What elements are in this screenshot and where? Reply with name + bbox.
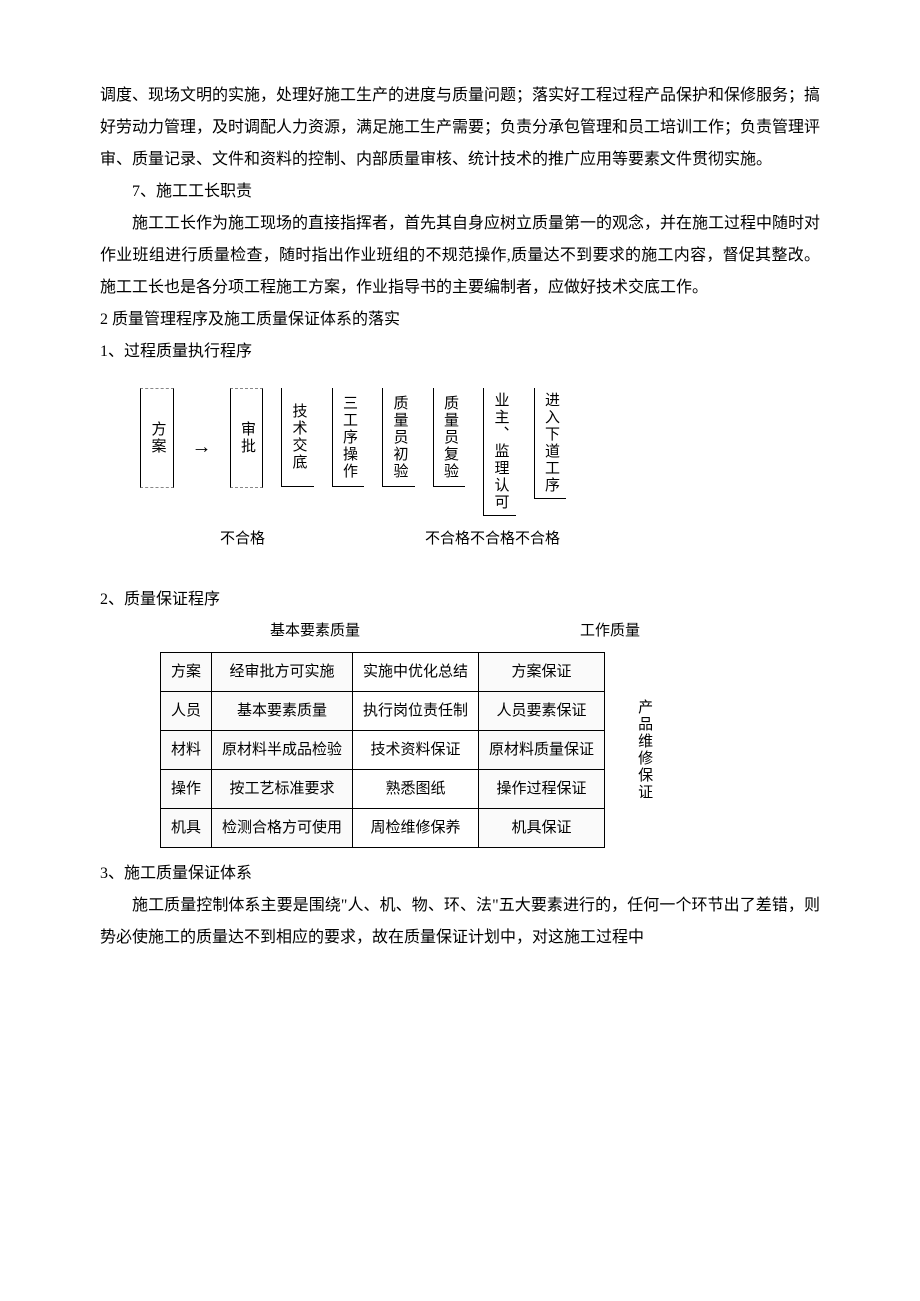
cell-c3: 熟悉图纸: [353, 770, 479, 809]
cell-c1: 机具: [161, 809, 212, 848]
cell-c4: 原材料质量保证: [479, 731, 605, 770]
cell-c2: 经审批方可实施: [212, 653, 353, 692]
flow-box-recheck: 质量员复验: [433, 388, 466, 487]
quality-assurance-table-wrap: 方案 经审批方可实施 实施中优化总结 方案保证 人员 基本要素质量 执行岗位责任…: [160, 652, 820, 848]
fail-labels-row: 不合格 不合格不合格不合格: [220, 524, 820, 554]
table-row: 材料 原材料半成品检验 技术资料保证 原材料质量保证: [161, 731, 605, 770]
arrow-icon: →: [192, 427, 212, 467]
header-left: 基本要素质量: [270, 616, 360, 646]
cell-c2: 基本要素质量: [212, 692, 353, 731]
cell-c3: 执行岗位责任制: [353, 692, 479, 731]
cell-c1: 方案: [161, 653, 212, 692]
fail-label-1: 不合格: [220, 524, 265, 554]
flow-box-approve: 审批: [230, 388, 264, 488]
cell-c1: 人员: [161, 692, 212, 731]
cell-c3: 周检维修保养: [353, 809, 479, 848]
heading-2-3: 3、施工质量保证体系: [100, 858, 820, 890]
flow-box-operate: 三工序操作: [332, 388, 365, 487]
heading-7: 7、施工工长职责: [100, 176, 820, 208]
process-flowchart: 方案 → 审批 技术交底 三工序操作 质量员初验 质量员复验 业主、监理认可 进…: [140, 388, 820, 516]
table-row: 操作 按工艺标准要求 熟悉图纸 操作过程保证: [161, 770, 605, 809]
cell-c2: 原材料半成品检验: [212, 731, 353, 770]
heading-2-2: 2、质量保证程序: [100, 584, 820, 616]
paragraph-3: 施工质量控制体系主要是围绕"人、机、物、环、法"五大要素进行的，任何一个环节出了…: [100, 890, 820, 954]
flow-box-next: 进入下道工序: [534, 388, 567, 499]
quality-assurance-table: 方案 经审批方可实施 实施中优化总结 方案保证 人员 基本要素质量 执行岗位责任…: [160, 652, 605, 848]
fail-label-concat: 不合格不合格不合格: [425, 524, 560, 554]
flow-box-tech: 技术交底: [281, 388, 314, 487]
cell-c3: 技术资料保证: [353, 731, 479, 770]
cell-c4: 方案保证: [479, 653, 605, 692]
flow-box-plan: 方案: [140, 388, 174, 488]
cell-c4: 操作过程保证: [479, 770, 605, 809]
table-row: 方案 经审批方可实施 实施中优化总结 方案保证: [161, 653, 605, 692]
paragraph-1: 调度、现场文明的实施，处理好施工生产的进度与质量问题；落实好工程过程产品保护和保…: [100, 80, 820, 176]
cell-c3: 实施中优化总结: [353, 653, 479, 692]
flow-box-first-check: 质量员初验: [382, 388, 415, 487]
cell-c1: 操作: [161, 770, 212, 809]
table-row: 机具 检测合格方可使用 周检维修保养 机具保证: [161, 809, 605, 848]
cell-c4: 机具保证: [479, 809, 605, 848]
header-right: 工作质量: [580, 616, 640, 646]
cell-c1: 材料: [161, 731, 212, 770]
table2-headers: 基本要素质量 工作质量: [270, 616, 820, 646]
side-label-product: 产品维修保证: [625, 689, 663, 811]
table-row: 人员 基本要素质量 执行岗位责任制 人员要素保证: [161, 692, 605, 731]
cell-c2: 检测合格方可使用: [212, 809, 353, 848]
cell-c2: 按工艺标准要求: [212, 770, 353, 809]
heading-section-2: 2 质量管理程序及施工质量保证体系的落实: [100, 304, 820, 336]
cell-c4: 人员要素保证: [479, 692, 605, 731]
paragraph-2: 施工工长作为施工现场的直接指挥者，首先其自身应树立质量第一的观念，并在施工过程中…: [100, 208, 820, 304]
heading-2-1: 1、过程质量执行程序: [100, 336, 820, 368]
flow-box-owner: 业主、监理认可: [483, 388, 516, 516]
